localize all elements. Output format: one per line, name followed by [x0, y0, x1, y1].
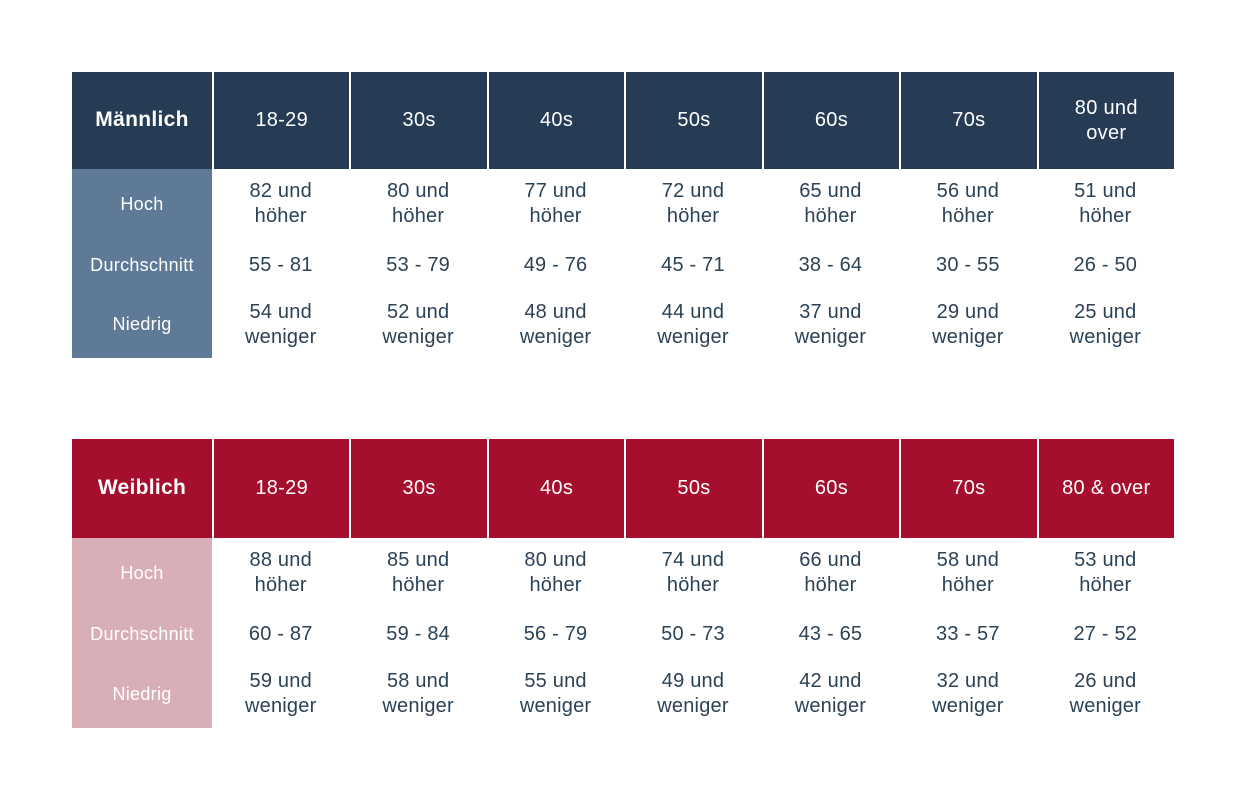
column-header-age: 60s [761, 439, 900, 538]
column-header-age: 50s [624, 439, 762, 538]
row-label: Niedrig [72, 291, 212, 358]
column-header-age: 60s [761, 72, 900, 169]
data-cell: 74 und höher [624, 538, 762, 608]
data-cell: 56 und höher [899, 169, 1037, 239]
column-header-age: 80 und over [1036, 72, 1174, 169]
row-label: Durchschnitt [72, 608, 212, 660]
data-cell: 26 und weniger [1036, 660, 1174, 728]
data-cell: 25 und weniger [1036, 291, 1174, 358]
data-cell: 80 und höher [486, 538, 625, 608]
data-cell: 72 und höher [624, 169, 762, 239]
data-cell: 45 - 71 [624, 239, 762, 291]
column-header-age: 70s [899, 439, 1037, 538]
data-cell: 49 und weniger [624, 660, 762, 728]
column-header-age: 70s [899, 72, 1037, 169]
row-label: Durchschnitt [72, 239, 212, 291]
data-cell: 56 - 79 [486, 608, 625, 660]
data-cell: 50 - 73 [624, 608, 762, 660]
data-cell: 26 - 50 [1036, 239, 1174, 291]
data-cell: 49 - 76 [486, 239, 625, 291]
data-cell: 29 und weniger [899, 291, 1037, 358]
data-cell: 58 und höher [899, 538, 1037, 608]
data-cell: 65 und höher [761, 169, 900, 239]
column-header-age: 30s [349, 439, 487, 538]
data-cell: 42 und weniger [761, 660, 900, 728]
data-cell: 66 und höher [761, 538, 900, 608]
data-cell: 59 und weniger [212, 660, 350, 728]
table-title-female: Weiblich [72, 439, 212, 538]
data-cell: 53 und höher [1036, 538, 1174, 608]
column-header-age: 40s [486, 439, 625, 538]
data-cell: 27 - 52 [1036, 608, 1174, 660]
data-cell: 53 - 79 [349, 239, 487, 291]
data-cell: 44 und weniger [624, 291, 762, 358]
data-cell: 59 - 84 [349, 608, 487, 660]
data-cell: 37 und weniger [761, 291, 900, 358]
data-cell: 54 und weniger [212, 291, 350, 358]
data-cell: 38 - 64 [761, 239, 900, 291]
data-cell: 58 und weniger [349, 660, 487, 728]
norm-table-male: Männlich 18-29 30s 40s 50s 60s 70s 80 und over H… [72, 72, 1174, 358]
data-cell: 51 und höher [1036, 169, 1174, 239]
column-header-age: 80 & over [1036, 439, 1174, 538]
data-cell: 88 und höher [212, 538, 350, 608]
data-cell: 60 - 87 [212, 608, 350, 660]
data-cell: 85 und höher [349, 538, 487, 608]
column-header-age: 50s [624, 72, 762, 169]
data-cell: 82 und höher [212, 169, 350, 239]
column-header-age: 18-29 [212, 72, 350, 169]
data-cell: 80 und höher [349, 169, 487, 239]
row-label: Hoch [72, 538, 212, 608]
column-header-age: 30s [349, 72, 487, 169]
data-cell: 55 und weniger [486, 660, 625, 728]
table-title-male: Männlich [72, 72, 212, 169]
data-cell: 48 und weniger [486, 291, 625, 358]
data-cell: 32 und weniger [899, 660, 1037, 728]
data-cell: 77 und höher [486, 169, 625, 239]
data-cell: 30 - 55 [899, 239, 1037, 291]
norm-table-female: Weiblich 18-29 30s 40s 50s 60s 70s 80 & over Hoc… [72, 439, 1174, 728]
row-label: Hoch [72, 169, 212, 239]
data-cell: 43 - 65 [761, 608, 900, 660]
data-cell: 55 - 81 [212, 239, 350, 291]
column-header-age: 18-29 [212, 439, 350, 538]
column-header-age: 40s [486, 72, 625, 169]
data-cell: 52 und weniger [349, 291, 487, 358]
row-label: Niedrig [72, 660, 212, 728]
data-cell: 33 - 57 [899, 608, 1037, 660]
